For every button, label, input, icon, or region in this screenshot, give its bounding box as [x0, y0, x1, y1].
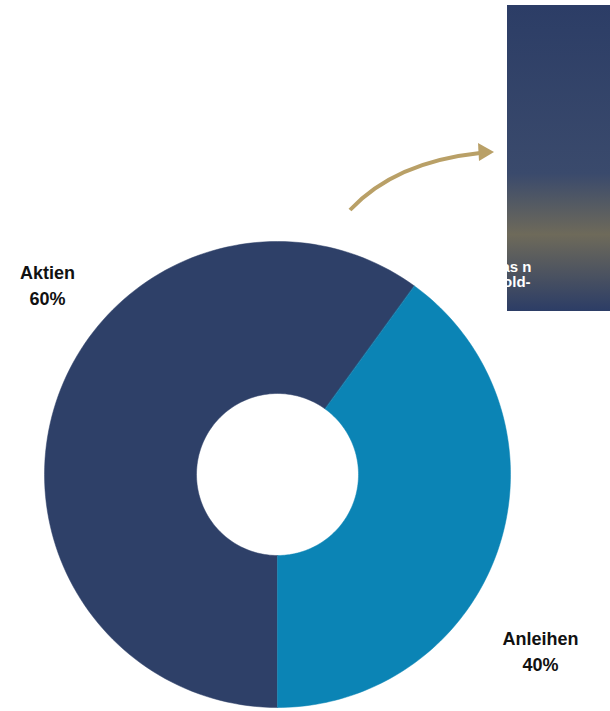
svg-text:Das n: Das n [490, 258, 532, 275]
svg-text:Aktien60%: Aktien60% [20, 263, 75, 309]
svg-text:Gold-: Gold- [491, 273, 530, 290]
svg-text:Anleihen40%: Anleihen40% [502, 629, 578, 675]
